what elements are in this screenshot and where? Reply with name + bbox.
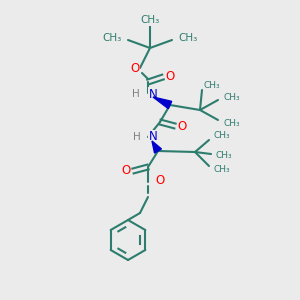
Text: O: O bbox=[165, 70, 175, 83]
Text: CH₃: CH₃ bbox=[204, 80, 220, 89]
Text: O: O bbox=[130, 61, 140, 74]
Polygon shape bbox=[153, 97, 172, 109]
Text: CH₃: CH₃ bbox=[213, 131, 230, 140]
Text: CH₃: CH₃ bbox=[178, 33, 197, 43]
Text: CH₃: CH₃ bbox=[223, 118, 240, 127]
Text: CH₃: CH₃ bbox=[140, 15, 160, 25]
Text: O: O bbox=[177, 119, 187, 133]
Text: O: O bbox=[122, 164, 130, 178]
Text: H: H bbox=[133, 132, 141, 142]
Text: H: H bbox=[132, 89, 140, 99]
Text: CH₃: CH₃ bbox=[215, 151, 232, 160]
Text: N: N bbox=[149, 130, 158, 143]
Text: O: O bbox=[155, 175, 164, 188]
Text: N: N bbox=[149, 88, 158, 100]
Text: CH₃: CH₃ bbox=[103, 33, 122, 43]
Polygon shape bbox=[152, 141, 161, 153]
Text: CH₃: CH₃ bbox=[223, 92, 240, 101]
Text: CH₃: CH₃ bbox=[213, 166, 230, 175]
